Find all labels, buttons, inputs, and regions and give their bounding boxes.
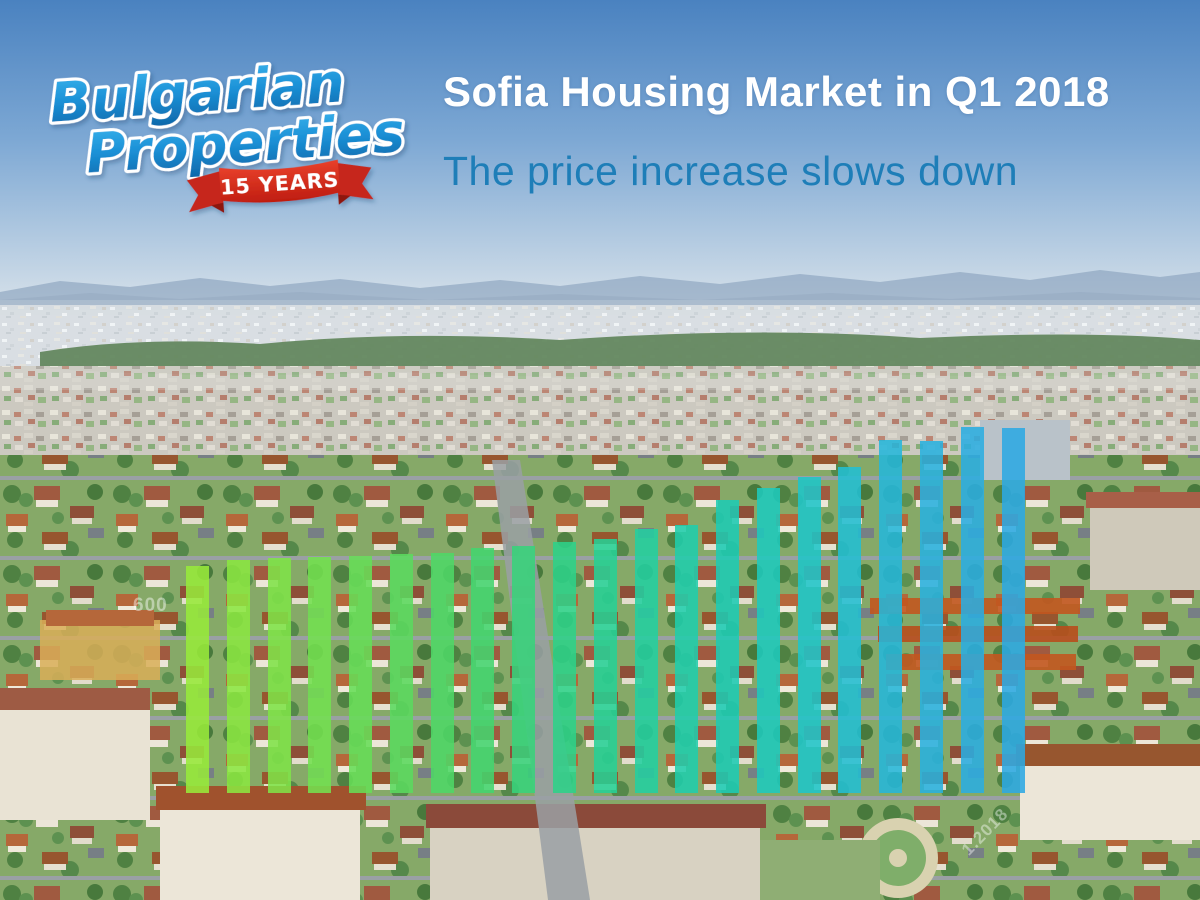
logo-graphic: Bulgarian Properties 15 YEARS bbox=[44, 47, 410, 213]
gridline-value-watermark: 600 bbox=[133, 595, 168, 616]
bar-3.2017 bbox=[920, 441, 944, 793]
bar-4.2013 bbox=[308, 557, 332, 793]
bar-4.2017 bbox=[960, 427, 984, 793]
bar-2.2016 bbox=[716, 500, 740, 793]
bar-1.2018 bbox=[1001, 428, 1025, 793]
page-subtitle: The price increase slows down bbox=[443, 148, 1019, 194]
bar-3.2015 bbox=[593, 539, 617, 793]
bar-1.2014 bbox=[349, 556, 373, 793]
bar-2.2014 bbox=[389, 554, 413, 793]
bulgarian-properties-logo: Bulgarian Properties 15 YEARS bbox=[30, 31, 422, 242]
bar-2.2015 bbox=[553, 542, 577, 793]
bar-1.2016 bbox=[675, 525, 699, 793]
bar-2.2013 bbox=[226, 560, 250, 793]
bar-1.2017 bbox=[838, 467, 862, 793]
bar-3.2013 bbox=[267, 558, 291, 793]
bar-1.2013 bbox=[186, 566, 209, 793]
bar-4.2015 bbox=[634, 529, 658, 793]
bar-1.2015 bbox=[512, 546, 536, 793]
bar-4.2016 bbox=[797, 477, 821, 793]
bar-3.2016 bbox=[756, 488, 780, 793]
bar-3.2014 bbox=[430, 553, 454, 793]
bar-2.2017 bbox=[879, 440, 903, 793]
page-title: Sofia Housing Market in Q1 2018 bbox=[443, 68, 1110, 115]
bar-4.2014 bbox=[471, 548, 495, 793]
anniversary-ribbon: 15 YEARS bbox=[186, 159, 374, 213]
